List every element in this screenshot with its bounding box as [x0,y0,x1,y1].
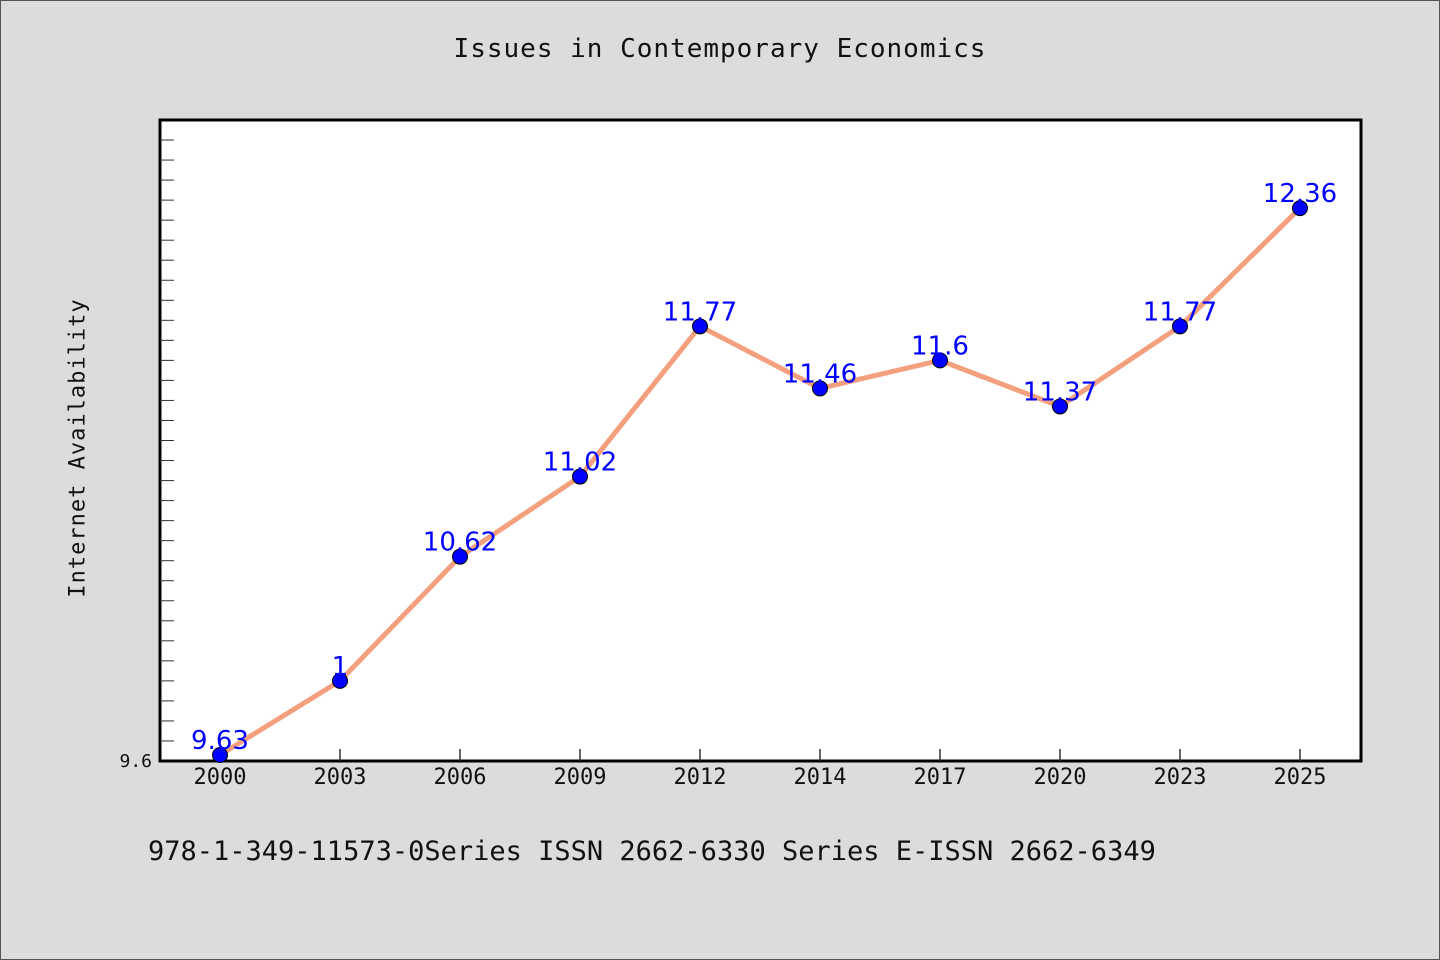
data-label: 9.63 [191,726,249,756]
data-point [812,380,828,397]
data-label: 11.37 [1023,377,1097,407]
data-point [692,318,708,335]
data-label: 1 [332,652,349,682]
x-tick-label: 2023 [1154,765,1207,790]
plot-area [158,118,1363,763]
x-tick-label: 2009 [554,765,607,790]
data-point [572,468,588,485]
footer-text: 978-1-349-11573-0Series ISSN 2662-6330 S… [148,836,1156,867]
data-point [1292,200,1308,217]
x-tick-label: 2000 [194,765,247,790]
data-label: 11.77 [663,297,737,327]
data-point [452,548,468,565]
data-label: 11.46 [783,359,857,389]
data-point [332,672,348,689]
x-tick-label: 2003 [314,765,367,790]
data-point [1052,398,1068,415]
x-tick-label: 2014 [794,765,847,790]
data-label: 11.02 [543,448,617,478]
data-point [1172,318,1188,335]
chart-title: Issues in Contemporary Economics [453,34,987,64]
x-tick-label: 2012 [674,765,727,790]
x-tick-label: 2020 [1034,765,1087,790]
x-tick-label: 2006 [434,765,487,790]
data-label: 10.62 [423,528,497,558]
data-label: 11.6 [911,331,969,361]
data-point [932,352,948,369]
x-tick-label: 2017 [914,765,967,790]
data-point [212,746,228,763]
data-label: 11.77 [1143,297,1217,327]
data-label: 12.36 [1263,179,1337,209]
series-line [217,205,1303,758]
y-tick-label: 9.6 [119,751,152,772]
x-tick-label: 2025 [1274,765,1327,790]
